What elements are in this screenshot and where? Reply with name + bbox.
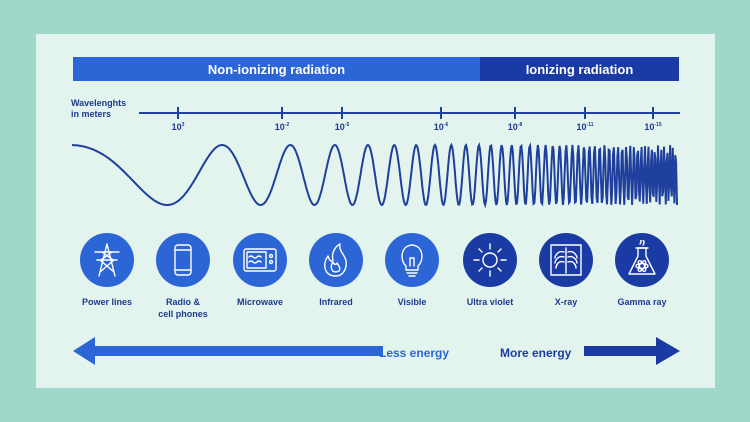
tick-label: 10-2: [274, 122, 290, 132]
xray-ribcage-icon: [550, 244, 582, 276]
microwave-icon: [243, 248, 277, 272]
wavelength-axis-label: Wavelenghts in meters: [71, 98, 126, 120]
tick-mark: [281, 107, 283, 119]
tick-label: 103: [171, 122, 185, 132]
tick-mark: [341, 107, 343, 119]
icon-circle: [539, 233, 593, 287]
lightbulb-icon: [401, 244, 423, 277]
icon-circle: [615, 233, 669, 287]
radiation-item-lightbulb: Visible: [373, 233, 451, 308]
icon-circle: [309, 233, 363, 287]
radiation-item-label: Ultra violet: [466, 297, 514, 307]
icon-circle: [463, 233, 517, 287]
wavelength-axis-line: [139, 112, 680, 114]
radiation-item-phone: Radio & cell phones: [144, 233, 222, 320]
wavelength-label-line1: Wavelenghts: [71, 98, 127, 108]
wave-line: [72, 142, 678, 209]
tick-label: 10-8: [507, 122, 523, 132]
radiation-item-label: Gamma ray: [617, 297, 667, 307]
more-energy-arrow: [584, 337, 680, 365]
flame-icon: [324, 243, 347, 277]
tick-mark: [177, 107, 179, 119]
radiation-item-sun: Ultra violet: [451, 233, 529, 308]
radiation-item-flask-atom: Gamma ray: [603, 233, 681, 308]
phone-icon: [174, 244, 192, 276]
tick-mark: [584, 107, 586, 119]
more-energy-label: More energy: [500, 346, 572, 360]
radiation-item-label: Power lines: [81, 297, 133, 307]
icon-circle: [156, 233, 210, 287]
non-ionizing-band: Non-ionizing radiation: [73, 57, 480, 81]
tick-mark: [652, 107, 654, 119]
radiation-item-label: Visible: [397, 297, 427, 307]
flask-atom-icon: [628, 240, 656, 275]
radiation-item-xray-ribcage: X-ray: [527, 233, 605, 308]
tick-label: 10-11: [576, 122, 594, 132]
less-energy-label: Less energy: [379, 346, 450, 360]
wavelength-label-line2: in meters: [71, 109, 112, 119]
wave-graphic: [72, 142, 678, 209]
radiation-item-label: Microwave: [236, 297, 284, 307]
spectrum-card: Non-ionizing radiation Ionizing radiatio…: [36, 34, 715, 388]
icon-circle: [385, 233, 439, 287]
sun-icon: [473, 243, 507, 277]
tick-mark: [514, 107, 516, 119]
tick-label: 10-6: [433, 122, 449, 132]
radiation-item-label: X-ray: [554, 297, 578, 307]
icon-circle: [233, 233, 287, 287]
power-tower-icon: [94, 243, 120, 277]
radiation-item-flame: Infrared: [297, 233, 375, 308]
radiation-item-power-tower: Power lines: [68, 233, 146, 308]
icon-circle: [80, 233, 134, 287]
radiation-item-label: Radio & cell phones: [158, 297, 208, 319]
ionizing-band: Ionizing radiation: [480, 57, 679, 81]
radiation-item-microwave: Microwave: [221, 233, 299, 308]
less-energy-arrow: [73, 337, 383, 365]
tick-label: 10-15: [644, 122, 662, 132]
tick-mark: [440, 107, 442, 119]
tick-label: 10-5: [334, 122, 350, 132]
radiation-item-label: Infrared: [319, 297, 353, 307]
